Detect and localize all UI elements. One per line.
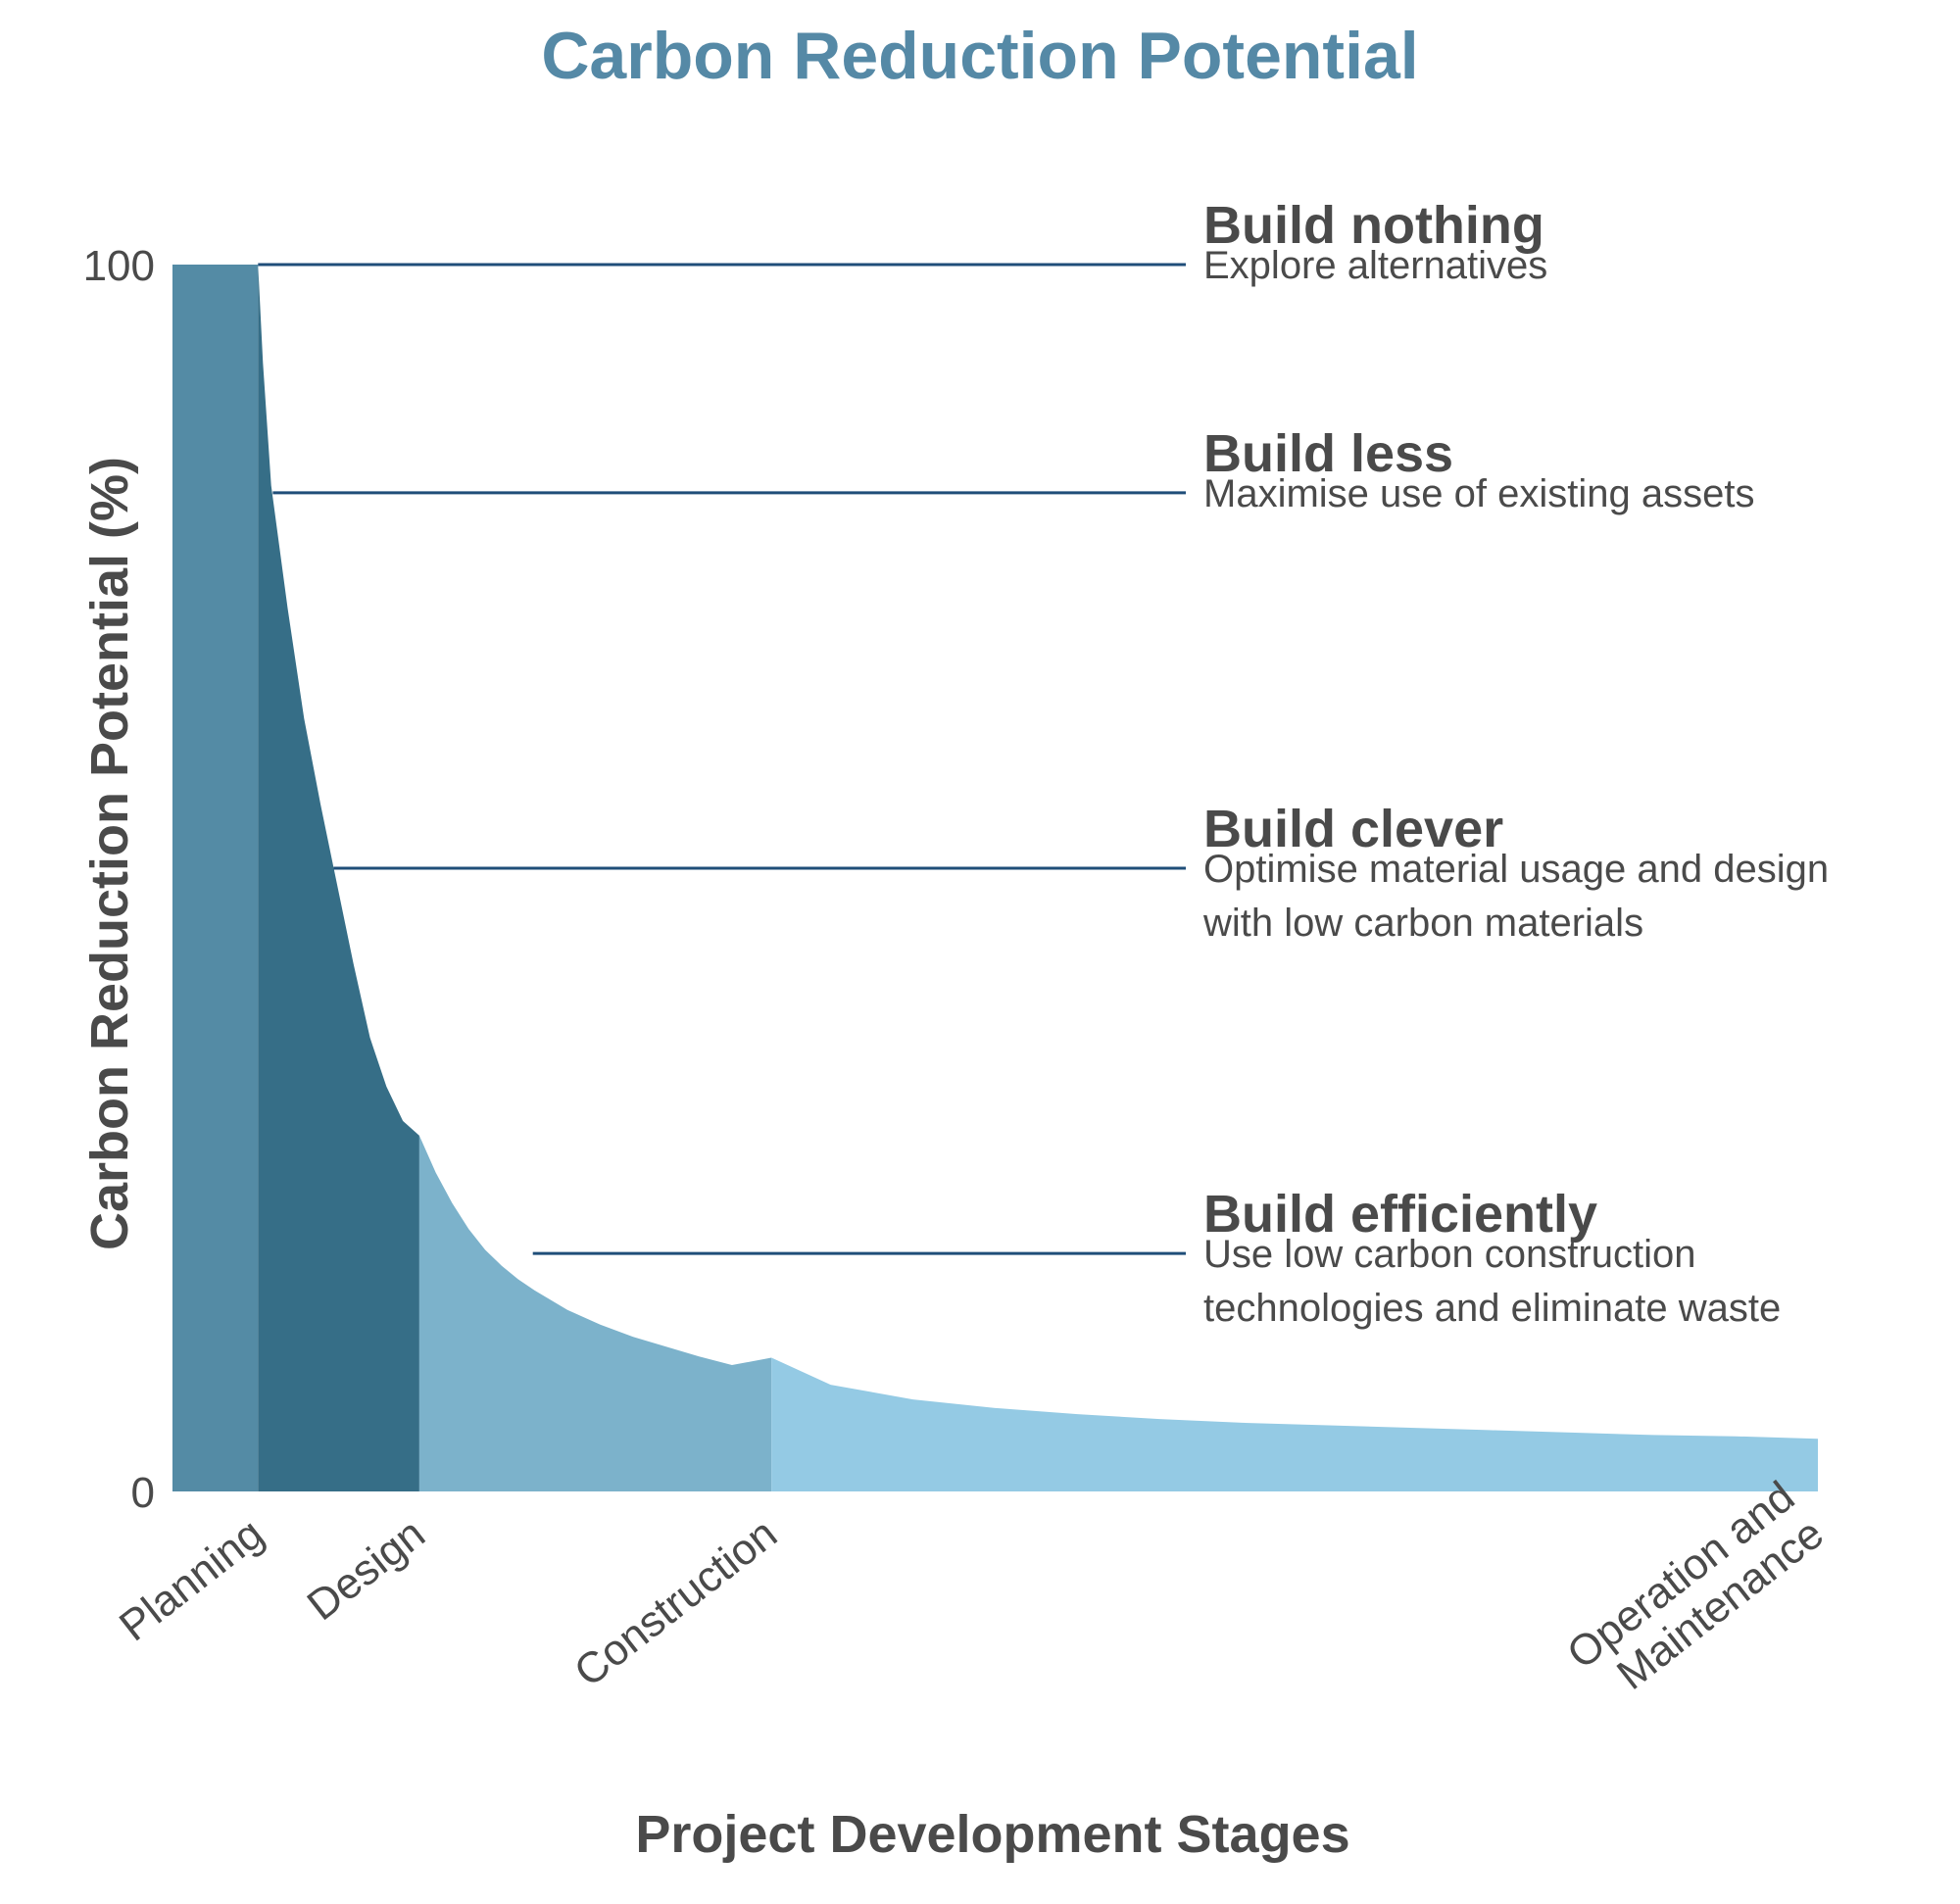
stage-area-3 bbox=[771, 1357, 1819, 1491]
annotation-title-2: Build clever bbox=[1203, 800, 1503, 858]
annotation-text-1: Maximise use of existing assets bbox=[1203, 472, 1754, 515]
annotation-text-2: with low carbon materials bbox=[1202, 902, 1643, 945]
annotation-title-1: Build less bbox=[1203, 424, 1453, 483]
plot-area bbox=[172, 265, 1819, 1491]
x-tick-label-0: Planning bbox=[111, 1509, 272, 1650]
x-tick-label-2: Construction bbox=[565, 1509, 786, 1696]
y-tick-label-0: 0 bbox=[131, 1469, 155, 1517]
x-ticks: Planning Design Construction Operation andM… bbox=[111, 1472, 1833, 1699]
stage-area-2 bbox=[418, 1135, 772, 1491]
annotation-title-3: Build efficiently bbox=[1203, 1185, 1597, 1244]
annotation-text-2: Optimise material usage and design bbox=[1203, 848, 1829, 891]
y-axis-label: Carbon Reduction Potential (%) bbox=[80, 457, 139, 1250]
annotation-text-0: Explore alternatives bbox=[1203, 244, 1547, 287]
annotation-text-3: Use low carbon construction bbox=[1203, 1233, 1695, 1276]
x-axis-label: Project Development Stages bbox=[635, 1805, 1349, 1864]
annotation-title-0: Build nothing bbox=[1203, 196, 1544, 255]
x-tick-label-line: Planning bbox=[111, 1509, 272, 1650]
y-ticks: 0 100 bbox=[83, 242, 155, 1517]
chart-title: Carbon Reduction Potential bbox=[541, 19, 1418, 93]
stage-area-1 bbox=[258, 265, 419, 1491]
x-tick-label-line: Construction bbox=[565, 1509, 786, 1696]
x-tick-label-1: Design bbox=[299, 1509, 434, 1630]
x-tick-label-line: Design bbox=[299, 1509, 434, 1630]
y-tick-label-1: 100 bbox=[83, 242, 155, 290]
annotation-text-3: technologies and eliminate waste bbox=[1203, 1287, 1781, 1330]
stage-area-0 bbox=[172, 265, 259, 1491]
